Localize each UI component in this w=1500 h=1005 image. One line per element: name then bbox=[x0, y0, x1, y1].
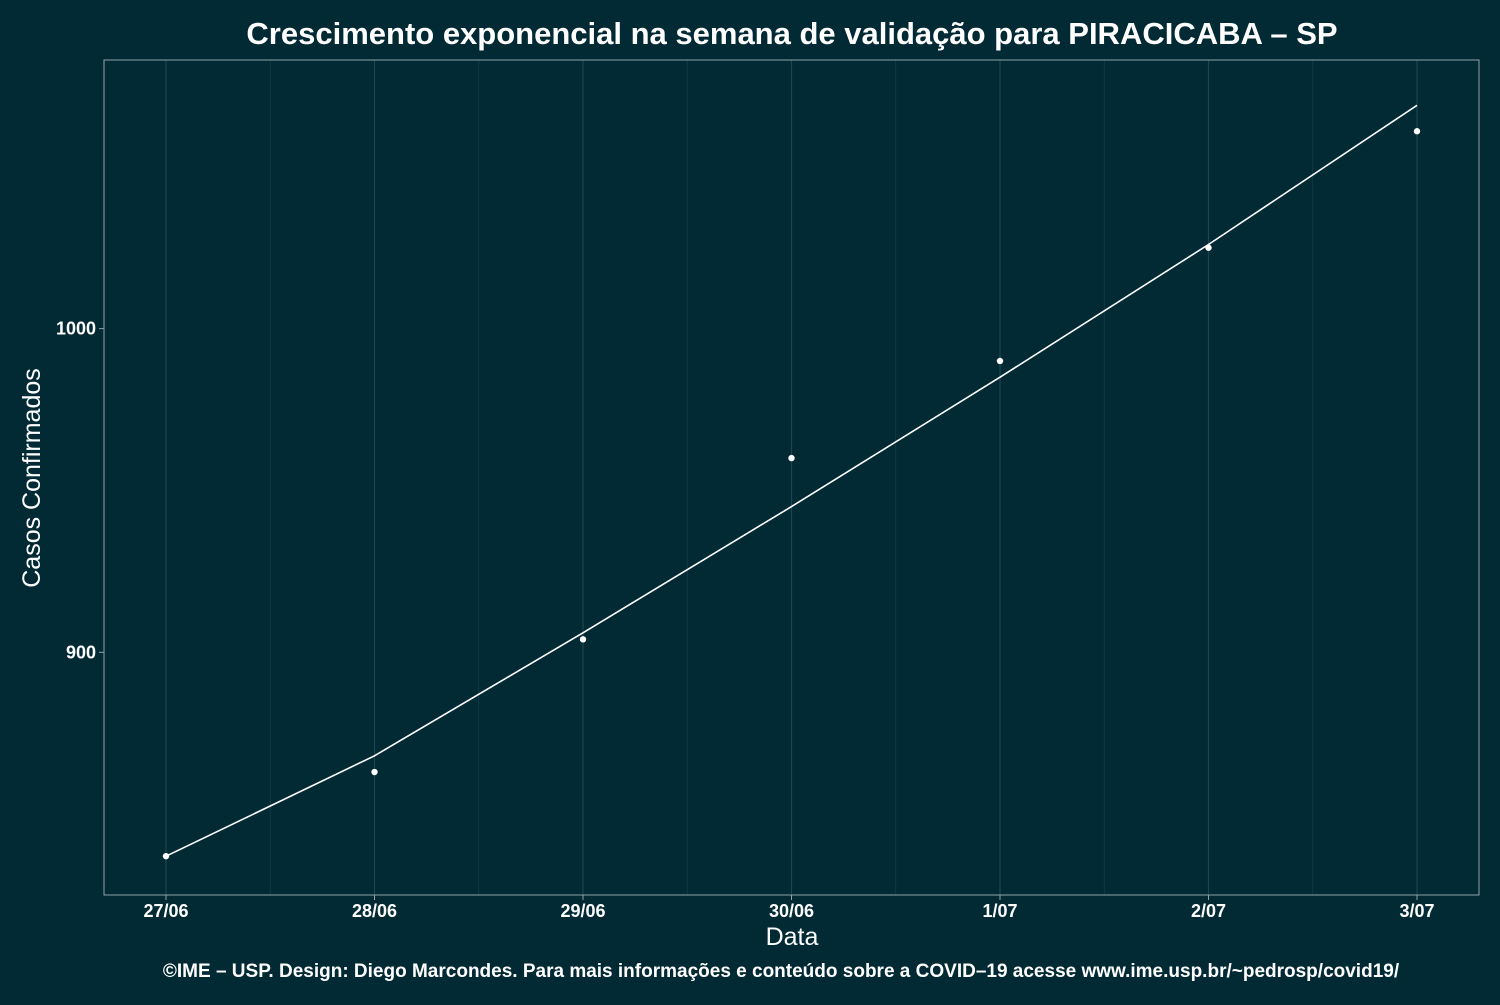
caption: ©IME – USP. Design: Diego Marcondes. Par… bbox=[163, 961, 1400, 982]
data-point bbox=[1413, 128, 1421, 135]
data-point bbox=[1205, 244, 1212, 251]
x-axis-ticks: 27/06 28/06 29/06 30/06 1/07 2/07 3/07 bbox=[143, 895, 1435, 921]
x-axis-label: Data bbox=[766, 923, 819, 951]
x-tick-label: 30/06 bbox=[769, 901, 814, 921]
points-layer bbox=[162, 128, 1421, 860]
x-tick-label: 3/07 bbox=[1399, 901, 1434, 921]
x-tick-label: 1/07 bbox=[982, 901, 1017, 921]
data-point bbox=[579, 636, 587, 643]
data-point bbox=[371, 768, 378, 776]
y-axis-label: Casos Confirmados bbox=[18, 368, 46, 588]
data-point bbox=[996, 357, 1004, 365]
x-tick-label: 29/06 bbox=[560, 901, 605, 921]
chart-title: Crescimento exponencial na semana de val… bbox=[246, 16, 1337, 51]
y-tick-label: 900 bbox=[66, 642, 96, 662]
x-tick-label: 2/07 bbox=[1191, 901, 1226, 921]
x-tick-label: 27/06 bbox=[143, 901, 188, 921]
grid-layer bbox=[165, 60, 1418, 895]
y-tick-label: 1000 bbox=[56, 319, 96, 339]
fit-line bbox=[165, 104, 1418, 857]
data-point bbox=[162, 852, 170, 860]
data-point bbox=[788, 454, 795, 462]
fit-line-layer bbox=[165, 104, 1418, 857]
x-tick-label: 28/06 bbox=[352, 901, 397, 921]
y-axis-ticks: 900 1000 bbox=[56, 319, 104, 662]
